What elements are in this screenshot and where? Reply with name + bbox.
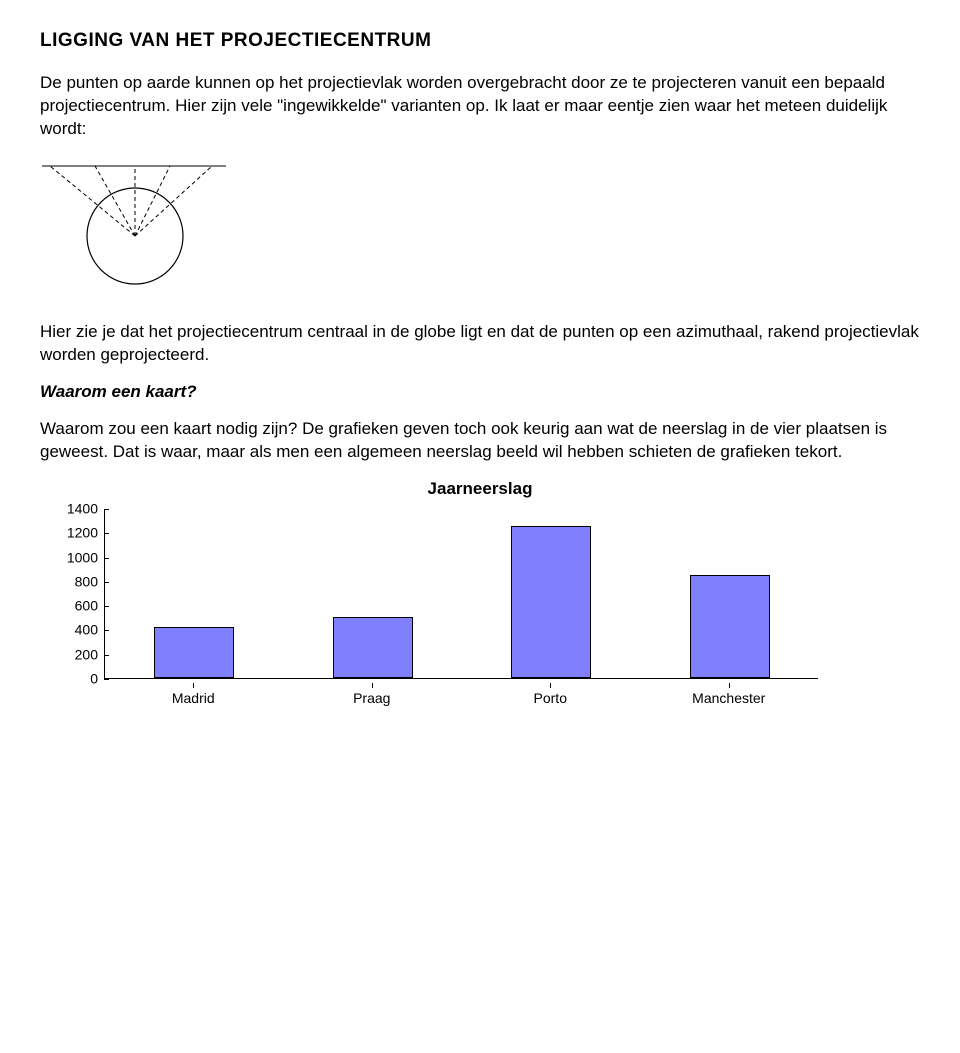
y-tick-label: 400	[75, 621, 98, 640]
y-tick-label: 1200	[67, 524, 98, 543]
question-paragraph: Waarom zou een kaart nodig zijn? De graf…	[40, 418, 920, 464]
y-tick-label: 1400	[67, 500, 98, 519]
intro-paragraph: De punten op aarde kunnen op het project…	[40, 72, 920, 141]
y-tick-label: 1000	[67, 548, 98, 567]
chart-title: Jaarneerslag	[40, 478, 920, 501]
bar	[690, 575, 770, 678]
y-tick-label: 0	[90, 670, 98, 689]
page-heading: LIGGING VAN HET PROJECTIECENTRUM	[40, 28, 920, 54]
y-tick-label: 600	[75, 597, 98, 616]
bar	[154, 627, 234, 678]
projection-diagram	[40, 154, 920, 301]
x-label: Porto	[534, 689, 567, 708]
explanation-paragraph: Hier zie je dat het projectiecentrum cen…	[40, 321, 920, 367]
question-title: Waarom een kaart?	[40, 381, 920, 404]
x-label: Manchester	[692, 689, 765, 708]
bar	[511, 526, 591, 678]
y-tick-label: 200	[75, 645, 98, 664]
bar	[333, 617, 413, 678]
x-label: Praag	[353, 689, 390, 708]
x-label: Madrid	[172, 689, 215, 708]
rainfall-chart: Jaarneerslag 0 200 400 600 800 1000 1200 1400 M…	[40, 478, 920, 709]
y-tick-label: 800	[75, 572, 98, 591]
